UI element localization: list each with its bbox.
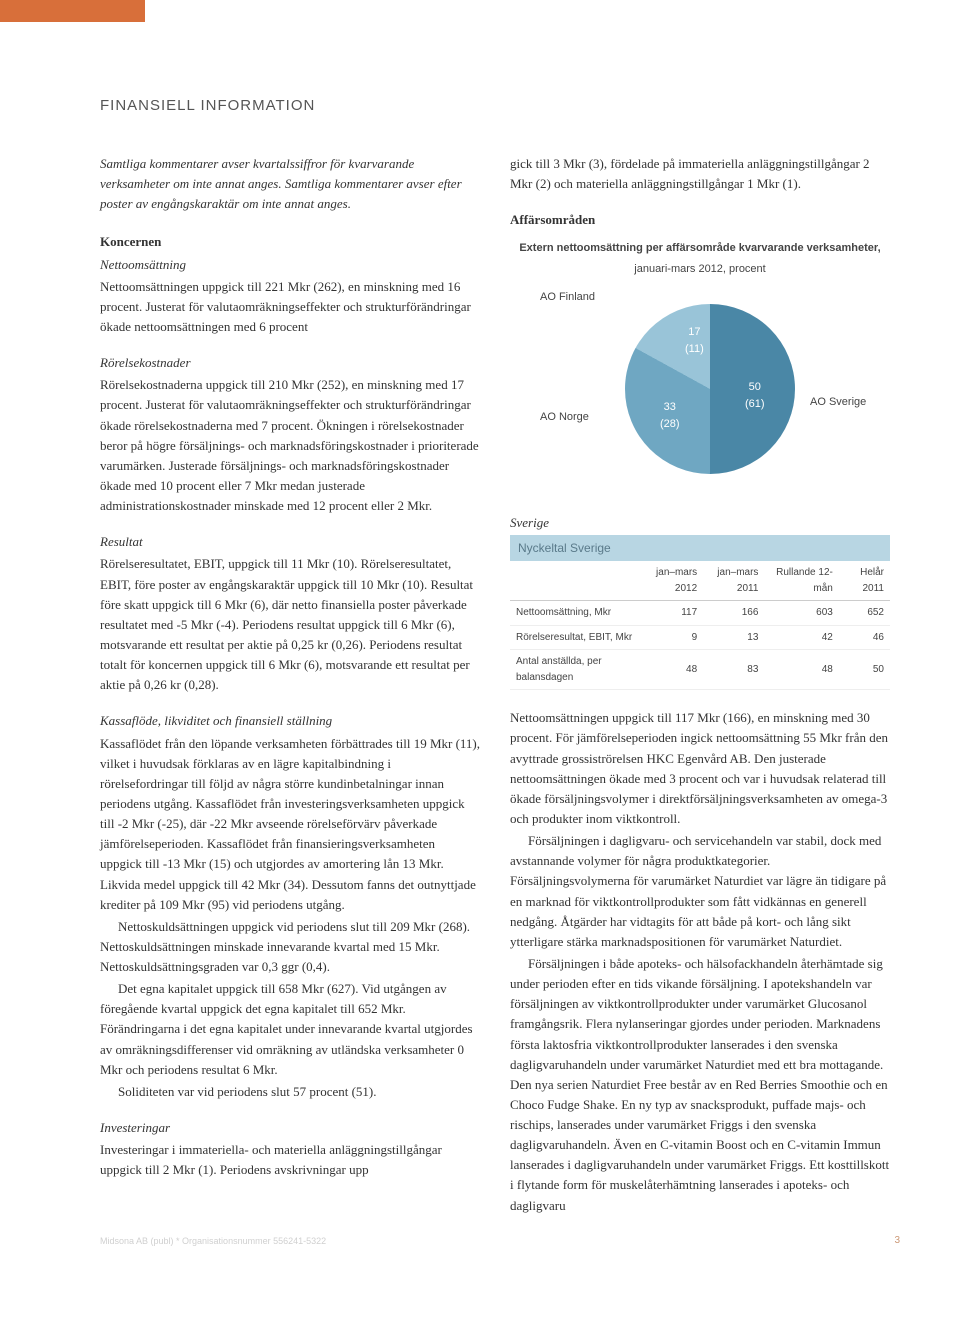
kassa-head: Kassaflöde, likviditet och finansiell st… [100, 711, 480, 731]
right-column: gick till 3 Mkr (3), fördelade på immate… [510, 154, 890, 1218]
table-cell: Nettoomsättning, Mkr [510, 601, 641, 626]
chart-subtitle: januari-mars 2012, procent [510, 261, 890, 278]
left-column: Samtliga kommentarer avser kvartalssiffr… [100, 154, 480, 1218]
sverige-p1: Nettoomsättningen uppgick till 117 Mkr (… [510, 708, 890, 829]
table-cell: 48 [641, 650, 703, 690]
label-norge: AO Norge [540, 409, 589, 426]
table-cell: Rörelseresultat, EBIT, Mkr [510, 625, 641, 650]
invest-head: Investeringar [100, 1118, 480, 1138]
table-caption: Nyckeltal Sverige [510, 535, 890, 562]
table-header-cell: Rullande 12-mån [764, 561, 838, 601]
table-cell: 46 [839, 625, 890, 650]
pie-chart-block: Extern nettoomsättning per affärsområde … [510, 240, 890, 488]
table-cell: 13 [703, 625, 764, 650]
resultat-body: Rörelseresultatet, EBIT, uppgick till 11… [100, 554, 480, 695]
page-number: 3 [894, 1235, 900, 1246]
kassa-p1: Kassaflödet från den löpande verksamhete… [100, 734, 480, 915]
table-cell: 48 [764, 650, 838, 690]
val-sverige-prev: (61) [745, 398, 765, 410]
chart-title: Extern nettoomsättning per affärsområde … [510, 240, 890, 257]
rorelse-body: Rörelsekostnaderna uppgick till 210 Mkr … [100, 375, 480, 516]
kassa-p2: Nettoskuldsättningen uppgick vid periode… [100, 917, 480, 977]
table-cell: 652 [839, 601, 890, 626]
val-finland-prev: (11) [685, 343, 704, 355]
invest-body: Investeringar i immateriella- och materi… [100, 1140, 480, 1180]
rorelse-head: Rörelsekostnader [100, 353, 480, 373]
table-header-cell [510, 561, 641, 601]
pie-chart [625, 304, 795, 474]
pie-wrap: AO Finland AO Norge AO Sverige 17 (11) 3… [510, 289, 890, 489]
table-cell: 50 [839, 650, 890, 690]
table-body: Nettoomsättning, Mkr117166603652Rörelser… [510, 601, 890, 690]
netto-head: Nettoomsättning [100, 255, 480, 275]
keytable: jan–mars 2012jan–mars 2011Rullande 12-må… [510, 561, 890, 690]
val-finland: 17 [688, 326, 700, 338]
table-cell: 42 [764, 625, 838, 650]
right-top-para: gick till 3 Mkr (3), fördelade på immate… [510, 154, 890, 194]
table-row: Antal anställda, per balansdagen48834850 [510, 650, 890, 690]
section-title: FINANSIELL INFORMATION [100, 97, 890, 114]
footer-text: Midsona AB (publ) * Organisationsnummer … [100, 1236, 326, 1246]
val-norge: 33 [664, 401, 676, 413]
table-cell: 83 [703, 650, 764, 690]
table-cell: 9 [641, 625, 703, 650]
table-header-cell: Helår 2011 [839, 561, 890, 601]
table-headers: jan–mars 2012jan–mars 2011Rullande 12-må… [510, 561, 890, 601]
table-cell: 603 [764, 601, 838, 626]
table-row: Nettoomsättning, Mkr117166603652 [510, 601, 890, 626]
top-orange-bar [0, 0, 145, 22]
val-sverige: 50 [749, 381, 761, 393]
table-header-cell: jan–mars 2012 [641, 561, 703, 601]
table-cell: 166 [703, 601, 764, 626]
label-sverige: AO Sverige [810, 394, 866, 411]
koncernen-head: Koncernen [100, 232, 480, 252]
sverige-head: Sverige [510, 513, 890, 533]
resultat-head: Resultat [100, 532, 480, 552]
intro-text: Samtliga kommentarer avser kvartalssiffr… [100, 154, 480, 214]
netto-body: Nettoomsättningen uppgick till 221 Mkr (… [100, 277, 480, 337]
sverige-p3: Försäljningen i både apoteks- och hälsof… [510, 954, 890, 1216]
label-finland: AO Finland [540, 289, 595, 306]
sverige-p2: Försäljningen i dagligvaru- och serviceh… [510, 831, 890, 952]
kassa-p4: Soliditeten var vid periodens slut 57 pr… [100, 1082, 480, 1102]
val-norge-prev: (28) [660, 418, 680, 430]
table-header-cell: jan–mars 2011 [703, 561, 764, 601]
affars-head: Affärsområden [510, 210, 890, 230]
table-cell: 117 [641, 601, 703, 626]
table-cell: Antal anställda, per balansdagen [510, 650, 641, 690]
kassa-p3: Det egna kapitalet uppgick till 658 Mkr … [100, 979, 480, 1080]
table-row: Rörelseresultat, EBIT, Mkr9134246 [510, 625, 890, 650]
